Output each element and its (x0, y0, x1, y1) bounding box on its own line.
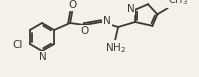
Text: O: O (80, 26, 88, 36)
Text: Cl: Cl (13, 40, 23, 50)
Text: NH$_2$: NH$_2$ (104, 41, 126, 55)
Text: O: O (68, 0, 76, 10)
Text: N: N (103, 16, 111, 26)
Text: N: N (39, 52, 47, 62)
Text: CH$_3$: CH$_3$ (168, 0, 188, 7)
Text: O: O (144, 0, 152, 2)
Text: N: N (127, 4, 134, 14)
